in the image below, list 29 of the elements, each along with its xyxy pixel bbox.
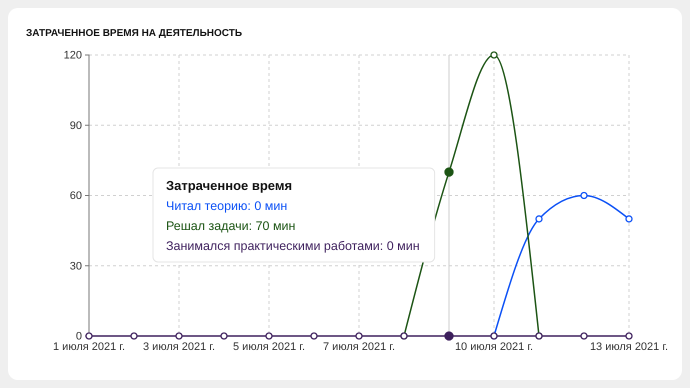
point	[355, 332, 363, 340]
x-tick-label: 5 июля 2021 г.	[232, 340, 306, 353]
point	[580, 332, 588, 340]
y-tick-label: 60	[70, 190, 82, 202]
point	[265, 332, 273, 340]
point	[625, 215, 633, 223]
point	[175, 332, 183, 340]
text: Решал задачи: 70 мин	[166, 219, 296, 233]
point	[444, 167, 454, 177]
x-tick-label: 3 июля 2021 г.	[142, 340, 216, 353]
point	[310, 332, 318, 340]
point	[130, 332, 138, 340]
y-tick-label: 0	[76, 330, 82, 343]
x-tick-label: 7 июля 2021 г.	[322, 340, 396, 353]
text: Читал теорию: 0 мин	[166, 199, 288, 213]
y-tick-label: 30	[70, 260, 82, 272]
x-tick-label: 13 июля 2021 г.	[590, 340, 668, 353]
text: Занимался практическими работами: 0 мин	[166, 239, 420, 253]
chart-title: ЗАТРАЧЕННОЕ ВРЕМЯ НА ДЕЯТЕЛЬНОСТЬ	[26, 28, 242, 39]
point	[580, 192, 588, 200]
annotation: Затраченное время	[166, 178, 292, 193]
x-tick-label: 10 июля 2021 г.	[454, 340, 534, 353]
point	[85, 332, 93, 340]
point	[535, 215, 543, 223]
x-tick-label: 1 июля 2021 г.	[52, 340, 126, 353]
point	[625, 332, 633, 340]
point	[220, 332, 228, 340]
y-tick-label: 90	[70, 120, 82, 132]
y-tick-label: 120	[64, 50, 82, 62]
